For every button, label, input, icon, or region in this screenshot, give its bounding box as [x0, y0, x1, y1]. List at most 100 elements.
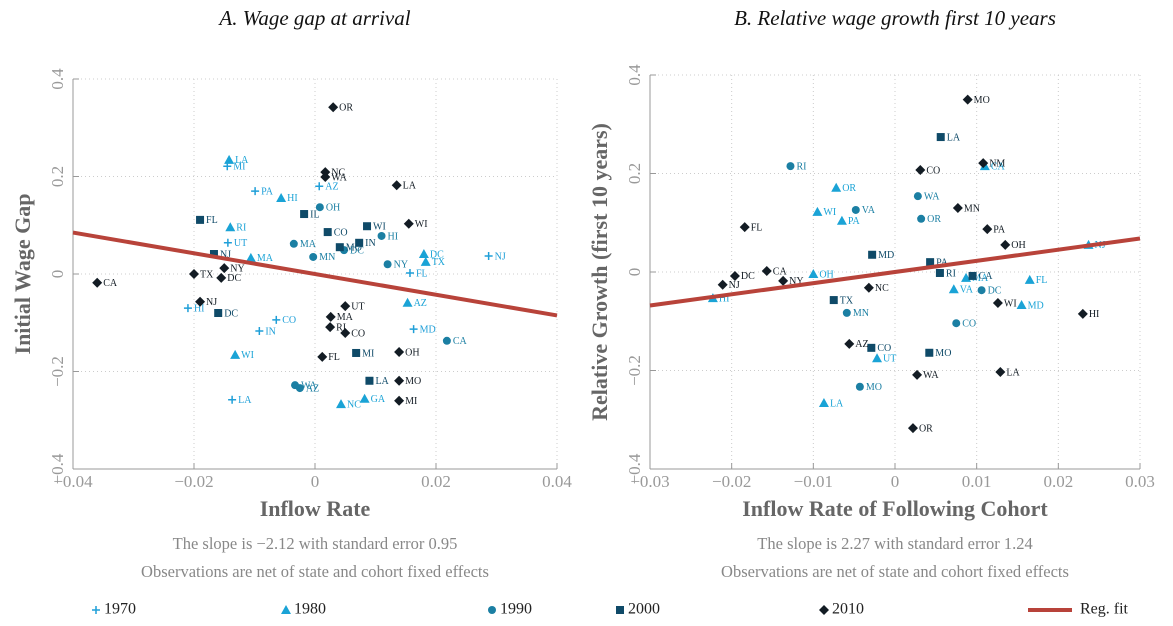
legend-label: 1970: [104, 601, 136, 618]
point: [335, 243, 344, 252]
point-label: DC: [430, 249, 444, 260]
point: [189, 269, 199, 279]
point: [778, 275, 789, 286]
legend-marker: [281, 605, 291, 614]
y-tick-label: −0.2: [48, 356, 67, 387]
point-label: WI: [373, 222, 386, 233]
point: [391, 180, 402, 191]
point-label: MD: [420, 324, 436, 335]
point-label: NY: [789, 276, 803, 287]
point-label: AZ: [325, 182, 338, 193]
point: [320, 171, 331, 182]
point-label: PA: [993, 224, 1006, 235]
point: [216, 272, 227, 283]
point: [912, 369, 923, 380]
point: [409, 325, 418, 334]
x-tick-label: −0.02: [712, 472, 751, 491]
point: [224, 154, 235, 164]
point-label: UT: [234, 238, 247, 249]
point: [968, 271, 977, 280]
point-label: TX: [840, 295, 854, 306]
point-label: HI: [1089, 309, 1100, 320]
x-tick-label: 0.04: [542, 472, 572, 491]
point: [925, 348, 934, 357]
point: [484, 251, 493, 260]
point: [230, 349, 241, 359]
point: [355, 238, 364, 247]
point: [1000, 239, 1011, 250]
point-label: MD: [1028, 300, 1044, 311]
point-label: LA: [947, 132, 961, 143]
point-label: CA: [103, 278, 118, 289]
point-label: OR: [919, 423, 933, 434]
chart-title: B. Relative wage growth first 10 years: [734, 6, 1056, 30]
point-label: MA: [257, 253, 274, 264]
y-tick-label: −0.2: [625, 355, 644, 386]
point: [405, 269, 414, 278]
point: [995, 366, 1006, 377]
point-label: MI: [362, 348, 374, 359]
point: [272, 315, 281, 324]
point: [935, 268, 944, 277]
point-label: NJ: [495, 251, 506, 262]
point: [225, 222, 236, 232]
point: [808, 268, 819, 278]
point-label: FL: [328, 352, 340, 363]
note: Observations are net of state and cohort…: [721, 562, 1069, 581]
point-label: GA: [371, 394, 386, 405]
point: [948, 284, 959, 294]
x-tick-label: 0.02: [421, 472, 451, 491]
point: [761, 266, 772, 277]
point: [300, 210, 309, 219]
point-label: MO: [935, 348, 951, 359]
point: [340, 327, 351, 338]
point: [442, 336, 451, 345]
point: [1024, 274, 1035, 284]
fit-line: [649, 236, 1141, 308]
point: [818, 398, 829, 408]
point-label: HI: [287, 193, 298, 204]
point-label: MA: [972, 273, 989, 284]
point: [786, 162, 795, 171]
point: [812, 206, 823, 216]
point-label: OR: [842, 183, 856, 194]
point-label: LA: [403, 181, 417, 192]
point: [418, 249, 429, 259]
point: [289, 239, 298, 248]
point: [315, 182, 324, 191]
point-label: WI: [823, 207, 836, 218]
point-label: CA: [773, 266, 788, 277]
point-label: VA: [960, 285, 974, 296]
point: [1016, 299, 1027, 309]
point-label: IL: [310, 209, 319, 220]
point: [325, 311, 336, 322]
point-label: RI: [336, 322, 346, 333]
point-label: AZ: [855, 339, 868, 350]
note: The slope is 2.27 with standard error 1.…: [757, 534, 1032, 553]
point: [209, 250, 218, 259]
point-label: CO: [351, 328, 365, 339]
point: [276, 192, 287, 202]
x-tick-label: 0: [891, 472, 900, 491]
point: [717, 279, 728, 290]
point: [851, 205, 860, 214]
point-label: FL: [416, 268, 428, 279]
point: [295, 384, 304, 393]
point: [214, 309, 223, 317]
y-tick-label: 0.4: [625, 64, 644, 86]
y-tick-label: 0.2: [625, 163, 644, 184]
x-tick-label: −0.03: [630, 472, 669, 491]
x-tick-label: −0.01: [794, 472, 833, 491]
x-tick-label: 0: [311, 472, 320, 491]
point-label: NC: [347, 399, 361, 410]
point: [394, 347, 405, 357]
point-label: DC: [988, 286, 1002, 297]
point-label: LA: [1006, 367, 1020, 378]
point: [917, 214, 926, 223]
point: [359, 393, 370, 403]
point: [729, 270, 740, 281]
point: [251, 187, 260, 196]
point-label: OH: [405, 347, 419, 358]
point-label: UT: [883, 353, 896, 364]
point: [872, 353, 883, 363]
